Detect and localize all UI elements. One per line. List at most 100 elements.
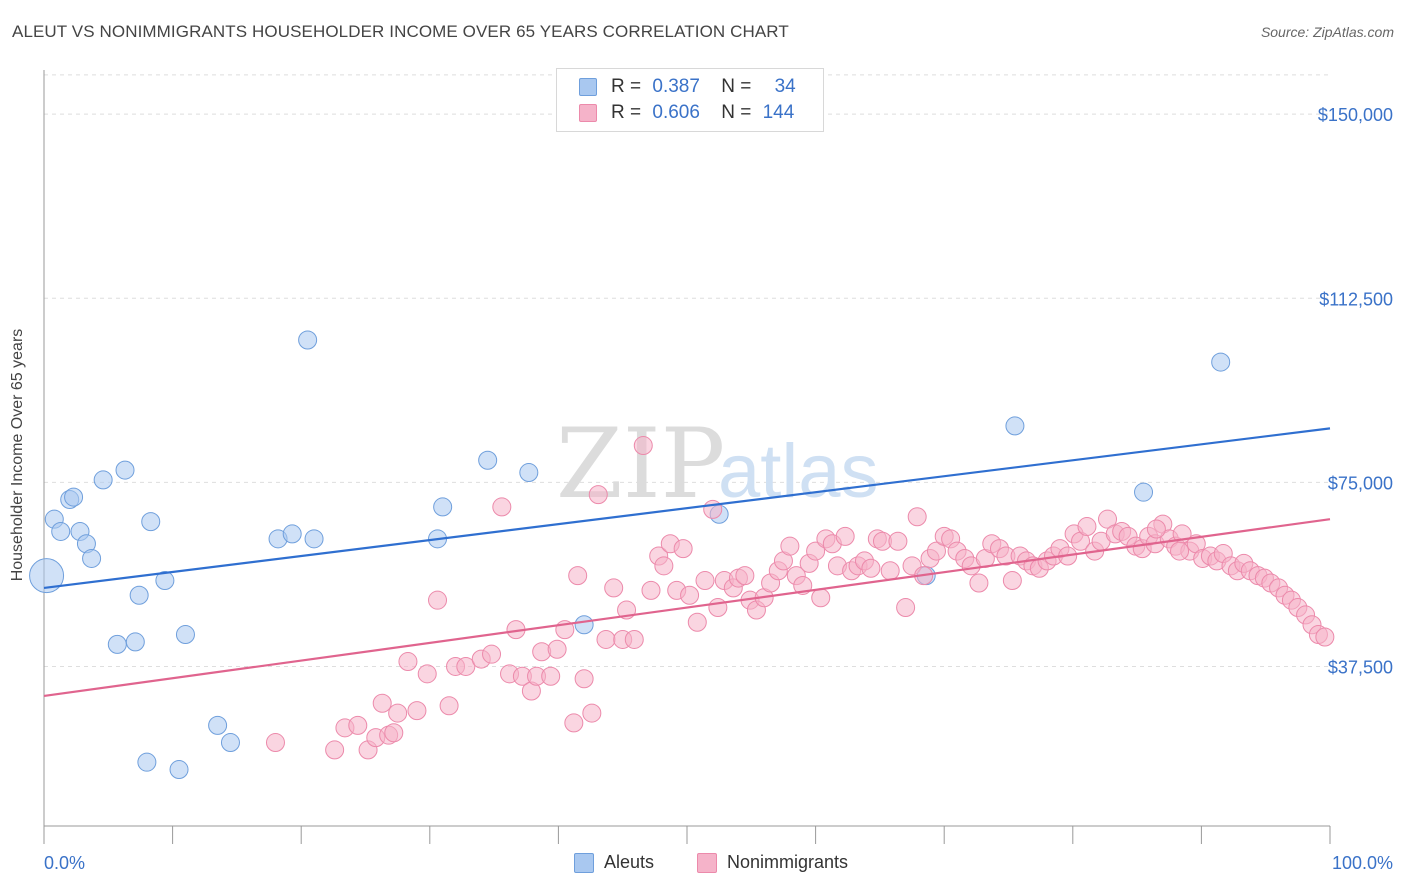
nonimmigrants-point: [780, 536, 800, 556]
bottom-legend-swatch-aleuts: [574, 853, 594, 873]
aleuts-point: [220, 733, 240, 753]
nonimmigrants-point: [1146, 519, 1166, 539]
nonimmigrants-point: [896, 598, 916, 618]
aleuts-point: [298, 330, 318, 350]
tick-labels: $37,500 $75,000 $112,500 $150,000 0.0% 100.0%: [44, 105, 1393, 873]
aleuts-point: [137, 752, 157, 772]
nonimmigrants-point: [1098, 509, 1118, 529]
nonimmigrants-point: [654, 556, 674, 576]
nonimmigrants-point: [969, 573, 989, 593]
aleuts-point: [519, 463, 539, 483]
aleuts-point: [175, 625, 195, 645]
y-tick-label: $37,500: [1328, 657, 1393, 677]
axes: [43, 70, 1331, 844]
nonimmigrants-point: [388, 703, 408, 723]
nonimmigrants-point: [1315, 627, 1335, 647]
legend-swatch-nonimmigrants: [579, 104, 597, 122]
data-points: [29, 330, 1335, 780]
nonimmigrants-point: [348, 715, 368, 735]
nonimmigrants-point: [680, 585, 700, 605]
aleuts-point: [304, 529, 324, 549]
source-credit: Source: ZipAtlas.com: [1260, 24, 1394, 40]
x-tick-label-max: 100.0%: [1332, 853, 1393, 873]
aleuts-point: [1005, 416, 1025, 436]
watermark-zip: ZIP: [556, 408, 725, 520]
nonimmigrants-point: [398, 652, 418, 672]
bottom-legend-label-nonimmigrants: Nonimmigrants: [727, 852, 849, 872]
y-axis-label: Householder Income Over 65 years: [9, 328, 26, 582]
nonimmigrants-point: [582, 703, 602, 723]
nonimmigrants-point: [588, 485, 608, 505]
legend-n-value: 144: [762, 102, 795, 123]
legend-r-value: 0.606: [652, 102, 700, 123]
aleuts-point: [141, 512, 161, 532]
gridlines: [44, 74, 1330, 667]
nonimmigrants-point: [604, 578, 624, 598]
nonimmigrants-point: [1077, 517, 1097, 537]
nonimmigrants-point: [596, 629, 616, 649]
aleuts-point: [129, 585, 149, 605]
nonimmigrants-point: [880, 561, 900, 581]
aleuts-point: [93, 470, 113, 490]
aleuts-point: [115, 460, 135, 480]
nonimmigrants-point: [568, 566, 588, 586]
nonimmigrants-point: [861, 558, 881, 578]
nonimmigrants-point: [265, 733, 285, 753]
nonimmigrants-point: [541, 666, 561, 686]
aleuts-point: [29, 558, 65, 594]
nonimmigrants-point: [492, 497, 512, 517]
nonimmigrants-point: [574, 669, 594, 689]
nonimmigrants-point: [811, 588, 831, 608]
aleuts-point: [51, 521, 71, 541]
nonimmigrants-point: [428, 590, 448, 610]
aleuts-point: [574, 615, 594, 635]
nonimmigrants-point: [439, 696, 459, 716]
bottom-legend-swatch-nonimmigrants: [697, 853, 717, 873]
nonimmigrants-point: [372, 693, 392, 713]
aleuts-point: [1134, 482, 1154, 502]
y-tick-label: $150,000: [1318, 105, 1393, 125]
legend-r-value: 0.387: [652, 76, 700, 97]
nonimmigrants-trend-line: [43, 518, 1331, 697]
nonimmigrants-point: [407, 701, 427, 721]
nonimmigrants-point: [888, 531, 908, 551]
nonimmigrants-point: [695, 571, 715, 591]
legend-n-label: N =: [721, 102, 752, 123]
aleuts-point: [1211, 352, 1231, 372]
nonimmigrants-point: [633, 436, 653, 456]
y-tick-label: $75,000: [1328, 473, 1393, 493]
aleuts-point: [169, 760, 189, 780]
chart-title: ALEUT VS NONIMMIGRANTS HOUSEHOLDER INCOM…: [12, 22, 789, 41]
nonimmigrants-point: [835, 526, 855, 546]
aleuts-point: [433, 497, 453, 517]
nonimmigrants-point: [384, 723, 404, 743]
nonimmigrants-point: [806, 541, 826, 561]
aleuts-trend-line: [43, 427, 1331, 590]
nonimmigrants-point: [482, 644, 502, 664]
legend-swatch-aleuts: [579, 78, 597, 96]
nonimmigrants-point: [708, 598, 728, 618]
legend-n-label: N =: [721, 76, 752, 97]
nonimmigrants-point: [673, 539, 693, 559]
zipatlas-watermark: ZIP atlas: [556, 408, 879, 520]
nonimmigrants-point: [1002, 571, 1022, 591]
nonimmigrants-point: [926, 541, 946, 561]
aleuts-point: [282, 524, 302, 544]
x-tick-label-min: 0.0%: [44, 853, 85, 873]
y-tick-label: $112,500: [1319, 289, 1393, 309]
aleuts-point: [478, 450, 498, 470]
aleuts-point: [208, 715, 228, 735]
aleuts-point: [107, 634, 127, 654]
nonimmigrants-point: [735, 566, 755, 586]
bottom-legend-label-aleuts: Aleuts: [604, 852, 655, 872]
aleuts-point: [82, 548, 102, 568]
nonimmigrants-point: [641, 580, 661, 600]
nonimmigrants-point: [417, 664, 437, 684]
nonimmigrants-point: [1170, 541, 1190, 561]
nonimmigrants-point: [564, 713, 584, 733]
nonimmigrants-point: [687, 612, 707, 632]
legend-r-label: R =: [611, 102, 642, 123]
nonimmigrants-point: [325, 740, 345, 760]
nonimmigrants-point: [456, 656, 476, 676]
